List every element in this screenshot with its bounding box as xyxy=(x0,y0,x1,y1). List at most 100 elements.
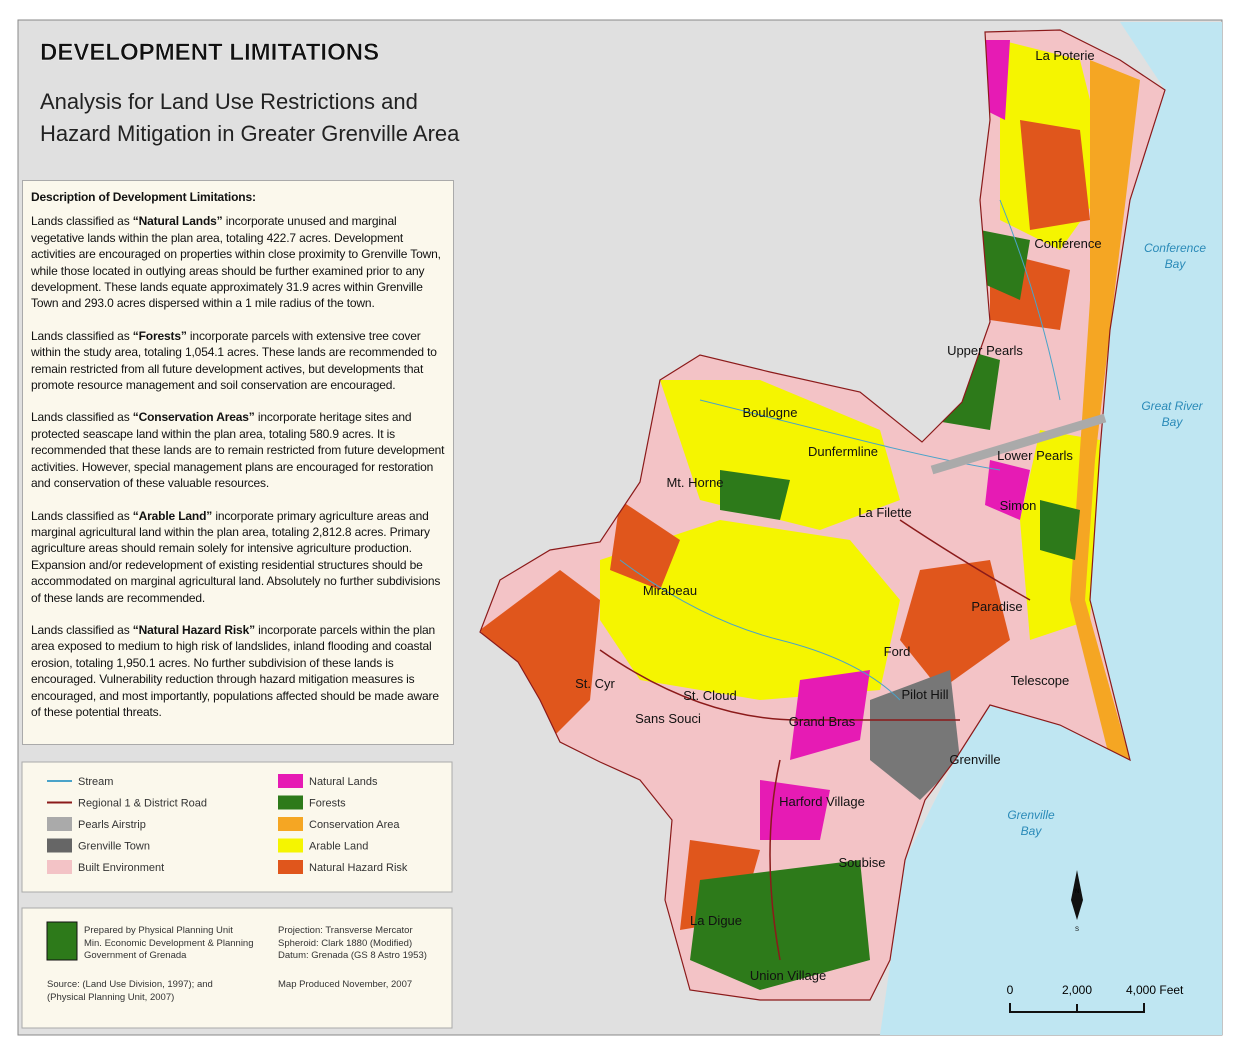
natural-lands xyxy=(760,780,830,840)
credit: (Physical Planning Unit, 2007) xyxy=(47,992,174,1003)
place-label: Pilot Hill xyxy=(902,687,949,702)
place-label: Mt. Horne xyxy=(666,475,723,490)
legend-label: Pearls Airstrip xyxy=(78,819,146,831)
paragraph-text: incorporate parcels within the plan area… xyxy=(31,622,439,719)
place-label: La Filette xyxy=(858,505,911,520)
water-label: Bay xyxy=(1162,415,1184,429)
legend-swatch xyxy=(47,817,72,831)
natural-hazard-risk xyxy=(610,500,680,590)
legend-swatch xyxy=(47,860,72,874)
legend-swatch xyxy=(47,838,72,853)
place-label: Paradise xyxy=(971,599,1022,614)
boundary xyxy=(479,29,1166,1001)
north-label: N xyxy=(1075,889,1079,895)
class-name: “Conservation Areas” xyxy=(132,410,255,425)
paragraph-text: incorporate unused and marginal vegetati… xyxy=(31,214,441,311)
place-label: Boulogne xyxy=(743,405,798,420)
description-paragraph: Lands classified as “Natural Hazard Risk… xyxy=(31,622,445,720)
water-label: Conference xyxy=(1144,241,1206,255)
place-label: Dunfermline xyxy=(808,444,878,459)
natural-lands xyxy=(985,460,1030,520)
south-label: S xyxy=(1075,927,1079,933)
scale-label: 4,000 Feet xyxy=(1126,983,1184,997)
class-name: “Natural Hazard Risk” xyxy=(132,622,255,637)
legend-swatch xyxy=(278,795,303,810)
place-label: St. Cyr xyxy=(575,676,615,691)
paragraph-text: Lands classified as xyxy=(31,328,133,343)
class-name: “Arable Land” xyxy=(132,508,213,523)
scale-label: 0 xyxy=(1007,983,1014,997)
scale-label: 2,000 xyxy=(1062,983,1092,997)
water-label: Bay xyxy=(1165,257,1187,271)
description-heading: Description of Development Limitations: xyxy=(31,190,256,204)
forests xyxy=(720,470,790,520)
place-label: Lower Pearls xyxy=(997,448,1073,463)
place-label: Sans Souci xyxy=(635,711,701,726)
place-label: Harford Village xyxy=(779,794,865,809)
place-label: Mirabeau xyxy=(643,583,697,598)
place-label: Union Village xyxy=(750,968,826,983)
forests xyxy=(975,230,1030,300)
place-label: La Digue xyxy=(690,913,742,928)
scale-bar xyxy=(1009,1003,1145,1013)
legend-label: Built Environment xyxy=(78,862,164,874)
legend-box xyxy=(21,761,453,893)
credits-box xyxy=(21,907,453,1029)
description-paragraph: Lands classified as “Conservation Areas”… xyxy=(31,409,445,491)
credit: Map Produced November, 2007 xyxy=(278,979,412,990)
legend-label: Regional 1 & District Road xyxy=(78,798,207,810)
water-label: Grenville xyxy=(1007,808,1055,822)
class-name: “Forests” xyxy=(132,328,187,343)
paragraph-text: incorporate parcels with extensive tree … xyxy=(31,328,437,393)
subtitle: Analysis for Land Use Restrictions and xyxy=(40,89,418,114)
place-label: Grand Bras xyxy=(789,714,856,729)
place-label: Grenville xyxy=(949,752,1000,767)
place-label: Simon xyxy=(1000,498,1037,513)
description-paragraph: Lands classified as “Natural Lands” inco… xyxy=(31,213,445,311)
place-label: Upper Pearls xyxy=(947,343,1023,358)
legend-swatch xyxy=(278,774,303,788)
credit: Datum: Grenada (GS 8 Astro 1953) xyxy=(278,950,427,961)
credit: Government of Grenada xyxy=(84,950,187,961)
legend-label: Natural Lands xyxy=(309,776,378,788)
paragraph-text: Lands classified as xyxy=(31,410,133,425)
paragraph-text: incorporate heritage sites and protected… xyxy=(31,410,445,491)
legend-label: Arable Land xyxy=(309,841,368,853)
sea xyxy=(880,22,1222,1035)
legend-label: Conservation Area xyxy=(309,819,400,831)
description-paragraph: Lands classified as “Arable Land” incorp… xyxy=(31,508,445,606)
description: Description of Development Limitations: … xyxy=(22,180,454,745)
credit: Projection: Transverse Mercator xyxy=(278,925,413,936)
natural-lands xyxy=(985,40,1010,120)
forests xyxy=(1040,500,1080,560)
legend-label: Stream xyxy=(78,776,113,788)
legend-swatch xyxy=(278,860,303,874)
legend-swatch xyxy=(278,817,303,831)
natural-lands xyxy=(790,670,870,760)
credit: Source: (Land Use Division, 1997); and xyxy=(47,979,213,990)
place-label: Soubise xyxy=(839,855,886,870)
water-label: Great River xyxy=(1141,399,1203,413)
water-label: Bay xyxy=(1021,824,1043,838)
credit: Prepared by Physical Planning Unit xyxy=(84,925,233,936)
airstrip xyxy=(930,413,1107,475)
forests xyxy=(690,860,870,990)
north-arrow xyxy=(1071,870,1083,920)
paragraph-text: Lands classified as xyxy=(31,508,133,523)
credit: Spheroid: Clark 1880 (Modified) xyxy=(278,938,412,949)
legend-swatch xyxy=(278,838,303,853)
coat-of-arms xyxy=(46,921,78,961)
class-name: “Natural Lands” xyxy=(132,214,223,229)
subtitle: Hazard Mitigation in Greater Grenville A… xyxy=(40,121,460,146)
place-label: St. Cloud xyxy=(683,688,736,703)
paragraph-text: Lands classified as xyxy=(31,214,133,229)
credit: Min. Economic Development & Planning xyxy=(84,938,254,949)
natural-hazard-risk xyxy=(900,560,1010,690)
place-label: La Poterie xyxy=(1035,48,1094,63)
description-paragraph: Lands classified as “Forests” incorporat… xyxy=(31,328,445,394)
legend-label: Grenville Town xyxy=(78,841,150,853)
conservation-area xyxy=(1070,60,1140,760)
legend-label: Forests xyxy=(309,798,346,810)
